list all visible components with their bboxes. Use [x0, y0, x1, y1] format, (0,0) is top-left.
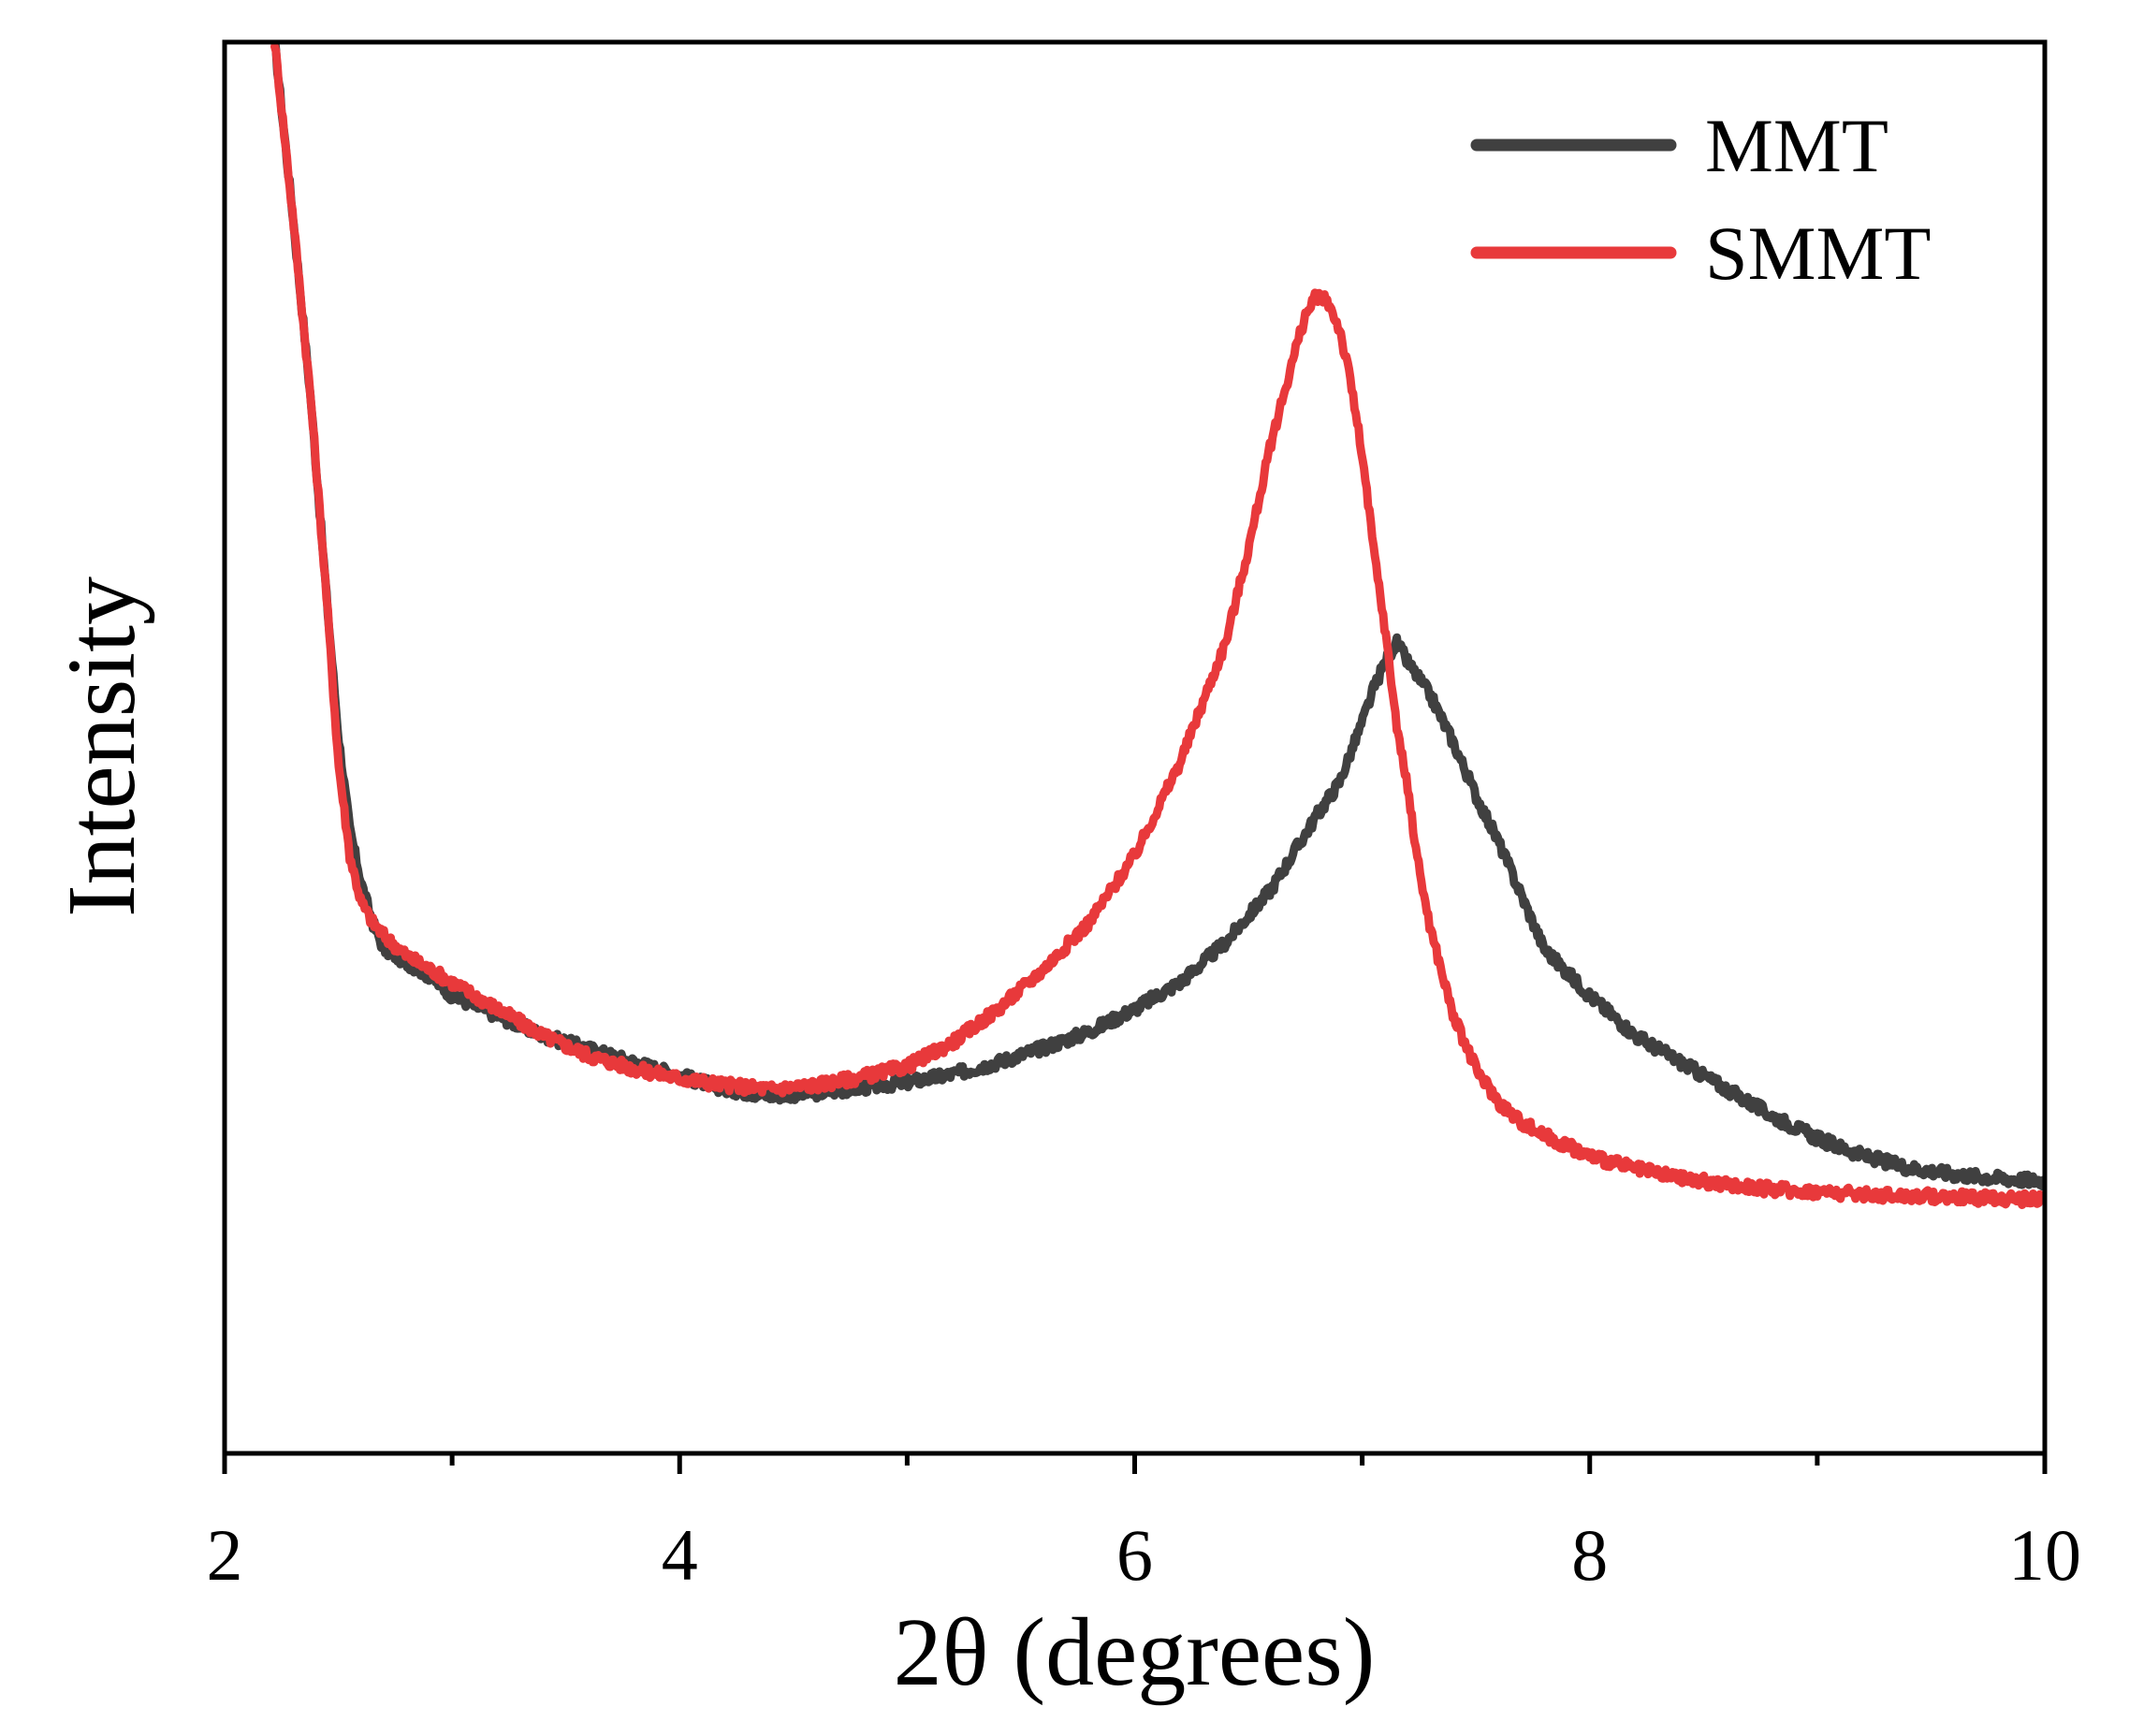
x-axis-title: 2θ (degrees): [894, 1598, 1376, 1706]
x-tick-label: 8: [1571, 1514, 1608, 1596]
series-line-smmt: [270, 42, 2045, 1209]
x-tick-label: 6: [1116, 1514, 1153, 1596]
legend-label-smmt: SMMT: [1705, 211, 1932, 296]
legend: MMT SMMT: [1470, 103, 1932, 296]
legend-label-mmt: MMT: [1705, 103, 1888, 188]
x-tick-label: 2: [207, 1514, 243, 1596]
x-tick-label: 10: [2008, 1514, 2081, 1596]
x-axis: 2 4 6 8 10: [207, 1453, 2081, 1596]
series-layer: [270, 42, 2045, 1209]
y-axis-title: Intensity: [48, 576, 155, 917]
x-tick-label: 4: [662, 1514, 698, 1596]
